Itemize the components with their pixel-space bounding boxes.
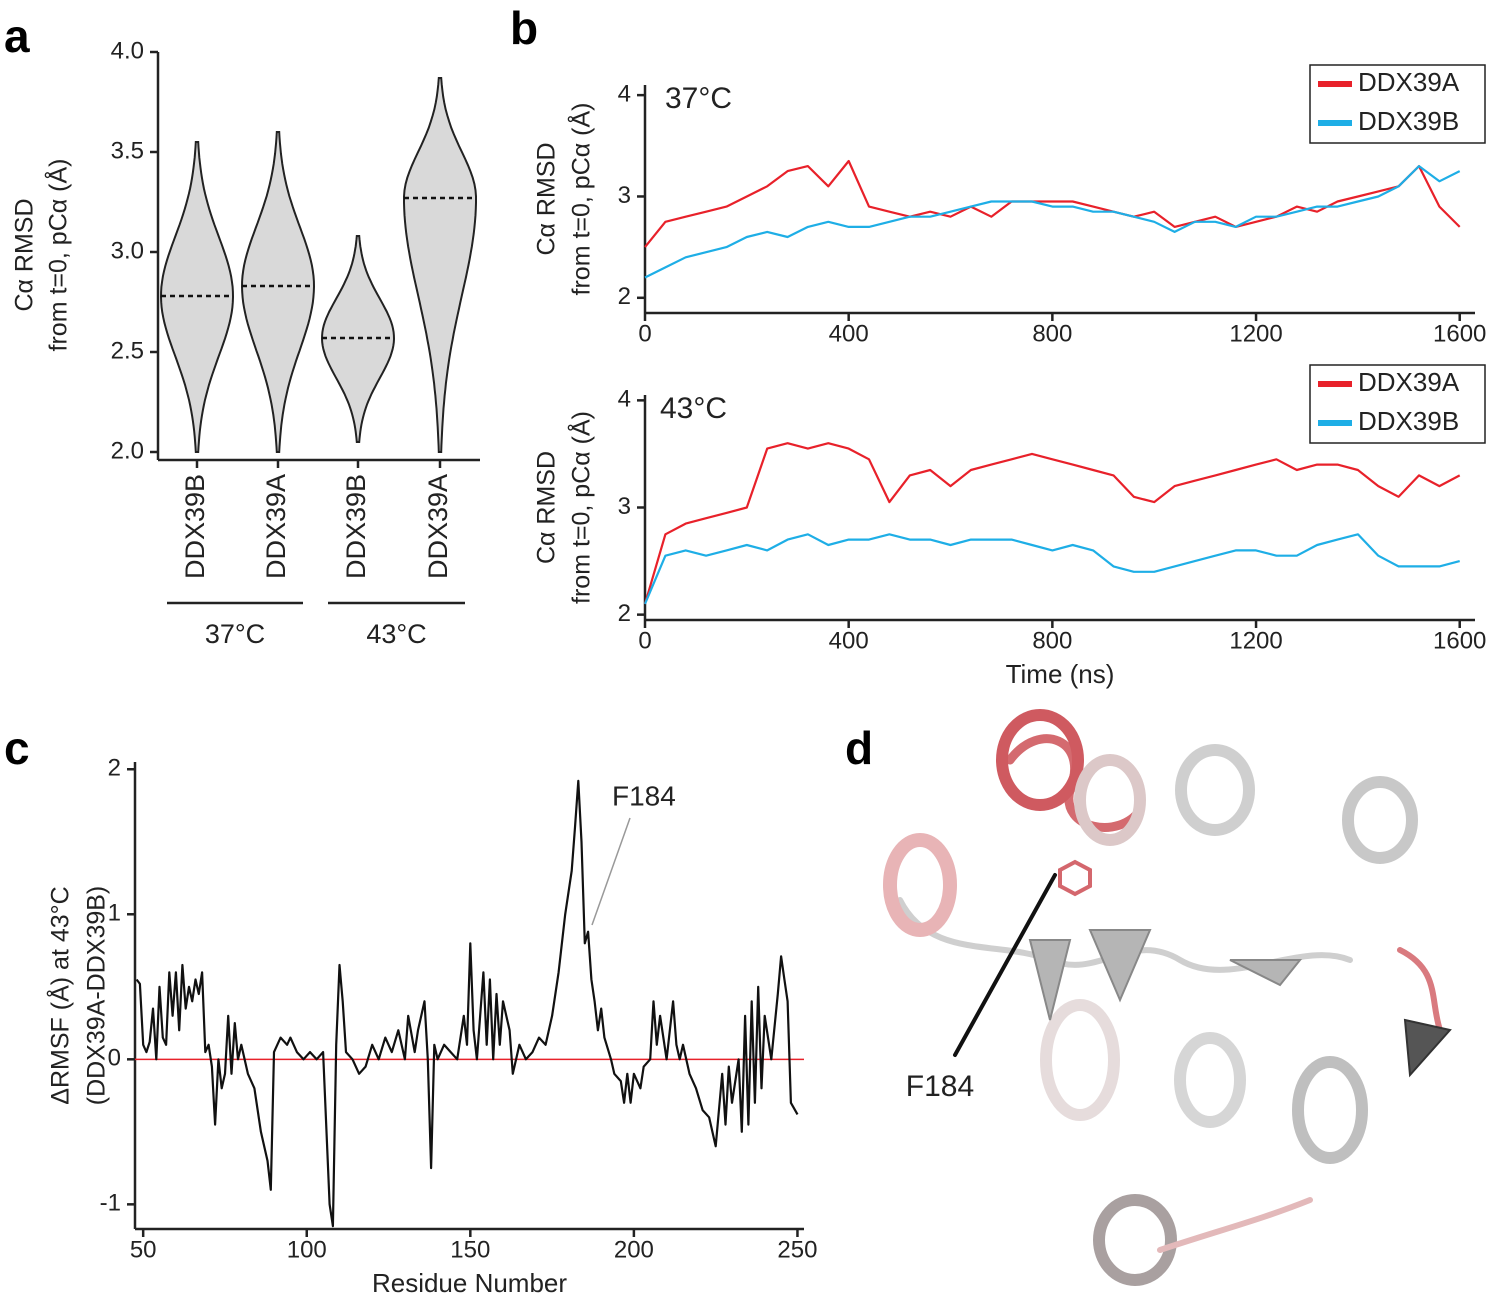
protein-structure <box>883 709 1452 1286</box>
x-tick-label: 400 <box>829 320 869 347</box>
y-axis-label: (DDX39A-DDX39B) <box>83 886 111 1106</box>
y-axis-label: Cα RMSD <box>533 142 561 255</box>
y-tick-label: 2 <box>618 283 631 310</box>
x-tick-label: 0 <box>638 320 651 347</box>
x-tick-label: 100 <box>287 1236 327 1263</box>
legend-box <box>1309 364 1486 444</box>
panel-label: b <box>510 2 538 54</box>
x-tick-label: DDX39B <box>180 474 210 579</box>
panel-label: c <box>4 722 30 774</box>
group-label: 43°C <box>366 619 426 649</box>
series-line <box>643 533 1460 605</box>
series-line <box>135 779 799 1228</box>
annotation-leader <box>591 817 631 926</box>
legend-label: DDX39B <box>1358 106 1459 136</box>
panel-label: a <box>4 10 30 62</box>
annotation: F184 <box>906 1070 974 1103</box>
legend-label: DDX39A <box>1358 367 1460 397</box>
x-tick-label: 200 <box>614 1236 654 1263</box>
y-tick-label: 2.5 <box>111 337 144 364</box>
y-tick-label: 4 <box>618 386 631 413</box>
x-tick-label: 1200 <box>1229 320 1282 347</box>
x-axis-label: Time (ns) <box>1006 659 1115 689</box>
y-tick-label: 3 <box>618 493 631 520</box>
x-tick-label: 800 <box>1032 627 1072 654</box>
y-tick-label: 1 <box>108 900 121 927</box>
y-axis-label: from t=0, pCα (Å) <box>43 159 73 352</box>
y-axis-label: Cα RMSD <box>533 451 561 564</box>
series-line <box>644 165 1461 279</box>
violin <box>240 131 316 453</box>
y-tick-label: -1 <box>100 1190 121 1217</box>
x-axis-label: Residue Number <box>372 1268 567 1298</box>
x-tick-label: 50 <box>130 1236 157 1263</box>
y-axis-label: Cα RMSD <box>11 198 39 311</box>
x-tick-label: DDX39A <box>423 474 453 579</box>
annotation: 37°C <box>665 82 732 115</box>
y-tick-label: 2 <box>108 755 121 782</box>
x-tick-label: 1600 <box>1433 320 1486 347</box>
group-label: 37°C <box>205 619 265 649</box>
panel-label: d <box>845 722 873 774</box>
y-tick-label: 3 <box>618 182 631 209</box>
legend-label: DDX39A <box>1358 67 1460 97</box>
annotation: 43°C <box>660 392 727 425</box>
y-axis-label: from t=0, pCα (Å) <box>566 411 596 604</box>
y-axis-label: ΔRMSF (Å) at 43°C <box>45 886 75 1104</box>
y-axis-label: from t=0, pCα (Å) <box>566 103 596 296</box>
y-tick-label: 0 <box>108 1045 121 1072</box>
legend-box <box>1309 64 1486 144</box>
x-tick-label: 250 <box>777 1236 817 1263</box>
x-tick-label: 400 <box>829 627 869 654</box>
x-tick-label: DDX39A <box>261 474 291 579</box>
y-tick-label: 3.0 <box>111 237 144 264</box>
x-tick-label: DDX39B <box>341 474 371 579</box>
y-tick-label: 4 <box>618 80 631 107</box>
y-tick-label: 2 <box>618 600 631 627</box>
x-tick-label: 0 <box>638 627 651 654</box>
violin <box>403 77 477 453</box>
x-tick-label: 1600 <box>1433 627 1486 654</box>
series-line <box>644 159 1461 248</box>
y-tick-label: 2.0 <box>111 437 144 464</box>
y-tick-label: 4.0 <box>111 37 144 64</box>
series-line <box>643 442 1461 605</box>
y-tick-label: 3.5 <box>111 137 144 164</box>
annotation: F184 <box>612 780 676 811</box>
x-tick-label: 150 <box>450 1236 490 1263</box>
legend-label: DDX39B <box>1358 406 1459 436</box>
x-tick-label: 800 <box>1032 320 1072 347</box>
x-tick-label: 1200 <box>1229 627 1282 654</box>
